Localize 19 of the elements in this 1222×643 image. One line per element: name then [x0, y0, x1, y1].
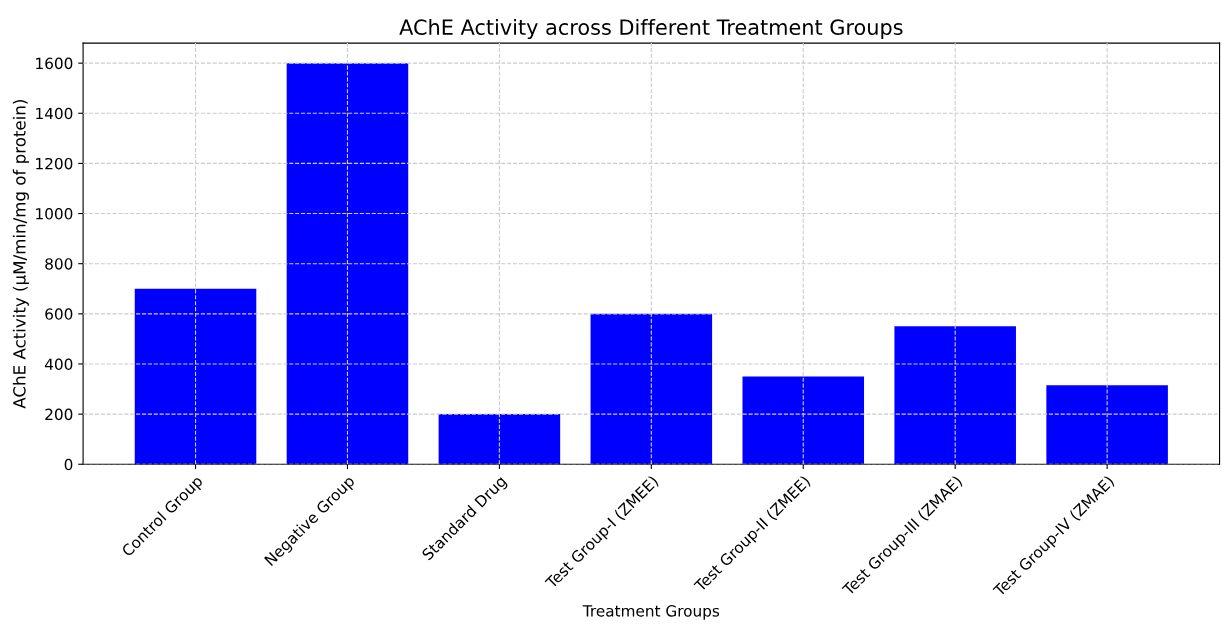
bar: [286, 63, 409, 465]
y-tick-label: 800: [45, 258, 73, 270]
chart-title: AChE Activity across Different Treatment Groups: [399, 18, 903, 40]
y-tick-label: 600: [45, 308, 73, 320]
y-tick-label: 1400: [36, 107, 73, 120]
y-tick-label: 1600: [36, 57, 73, 70]
bar: [1046, 385, 1168, 465]
bar: [590, 313, 713, 465]
y-tick-label: 1000: [36, 208, 73, 220]
y-tick-label: 200: [45, 408, 73, 421]
y-tick-label: 0: [64, 458, 73, 471]
y-tick-label: 400: [44, 358, 73, 370]
bar: [894, 326, 1016, 465]
bar: [134, 288, 257, 465]
bar: [742, 376, 865, 465]
x-axis-title: Treatment Groups: [582, 605, 720, 620]
y-axis-title: AChE Activity (µM/min/mg of protein): [12, 100, 29, 409]
y-tick-label: 1200: [36, 157, 73, 170]
bar: [438, 414, 561, 465]
